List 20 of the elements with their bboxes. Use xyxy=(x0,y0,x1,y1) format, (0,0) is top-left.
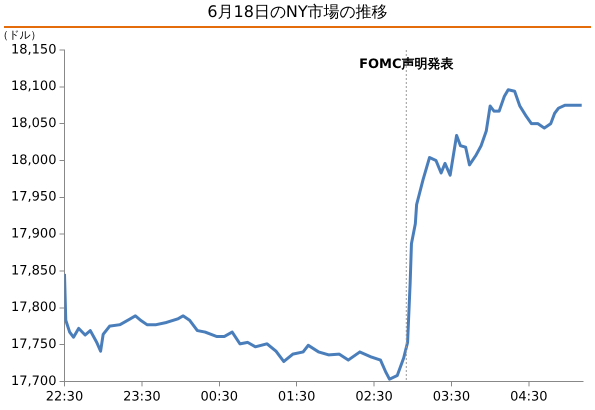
y-tick-label: 18,050 xyxy=(10,116,56,132)
ref-line-label: FOMC声明発表 xyxy=(359,56,454,72)
chart-title: 6月18日のNY市場の推移 xyxy=(4,0,591,28)
y-tick-label: 17,900 xyxy=(10,226,56,242)
y-tick-label: 18,000 xyxy=(10,152,56,168)
y-axis-title: （ドル） xyxy=(0,28,42,42)
y-tick-label: 17,700 xyxy=(10,374,56,389)
x-tick-label: 22:30 xyxy=(46,390,84,405)
x-tick-label: 02:30 xyxy=(355,390,393,405)
y-tick-label: 17,850 xyxy=(10,263,56,278)
x-tick-label: 03:30 xyxy=(432,390,470,405)
y-tick-label: 18,150 xyxy=(10,42,56,58)
x-tick-label: 00:30 xyxy=(200,390,238,405)
x-tick-label: 01:30 xyxy=(278,390,316,405)
y-tick-label: 17,750 xyxy=(10,336,56,352)
x-tick-label: 04:30 xyxy=(510,390,548,405)
y-tick-label: 18,100 xyxy=(10,79,56,94)
x-tick-label: 23:30 xyxy=(123,390,161,405)
y-tick-label: 17,950 xyxy=(10,190,56,205)
y-tick-label: 17,800 xyxy=(10,300,56,316)
